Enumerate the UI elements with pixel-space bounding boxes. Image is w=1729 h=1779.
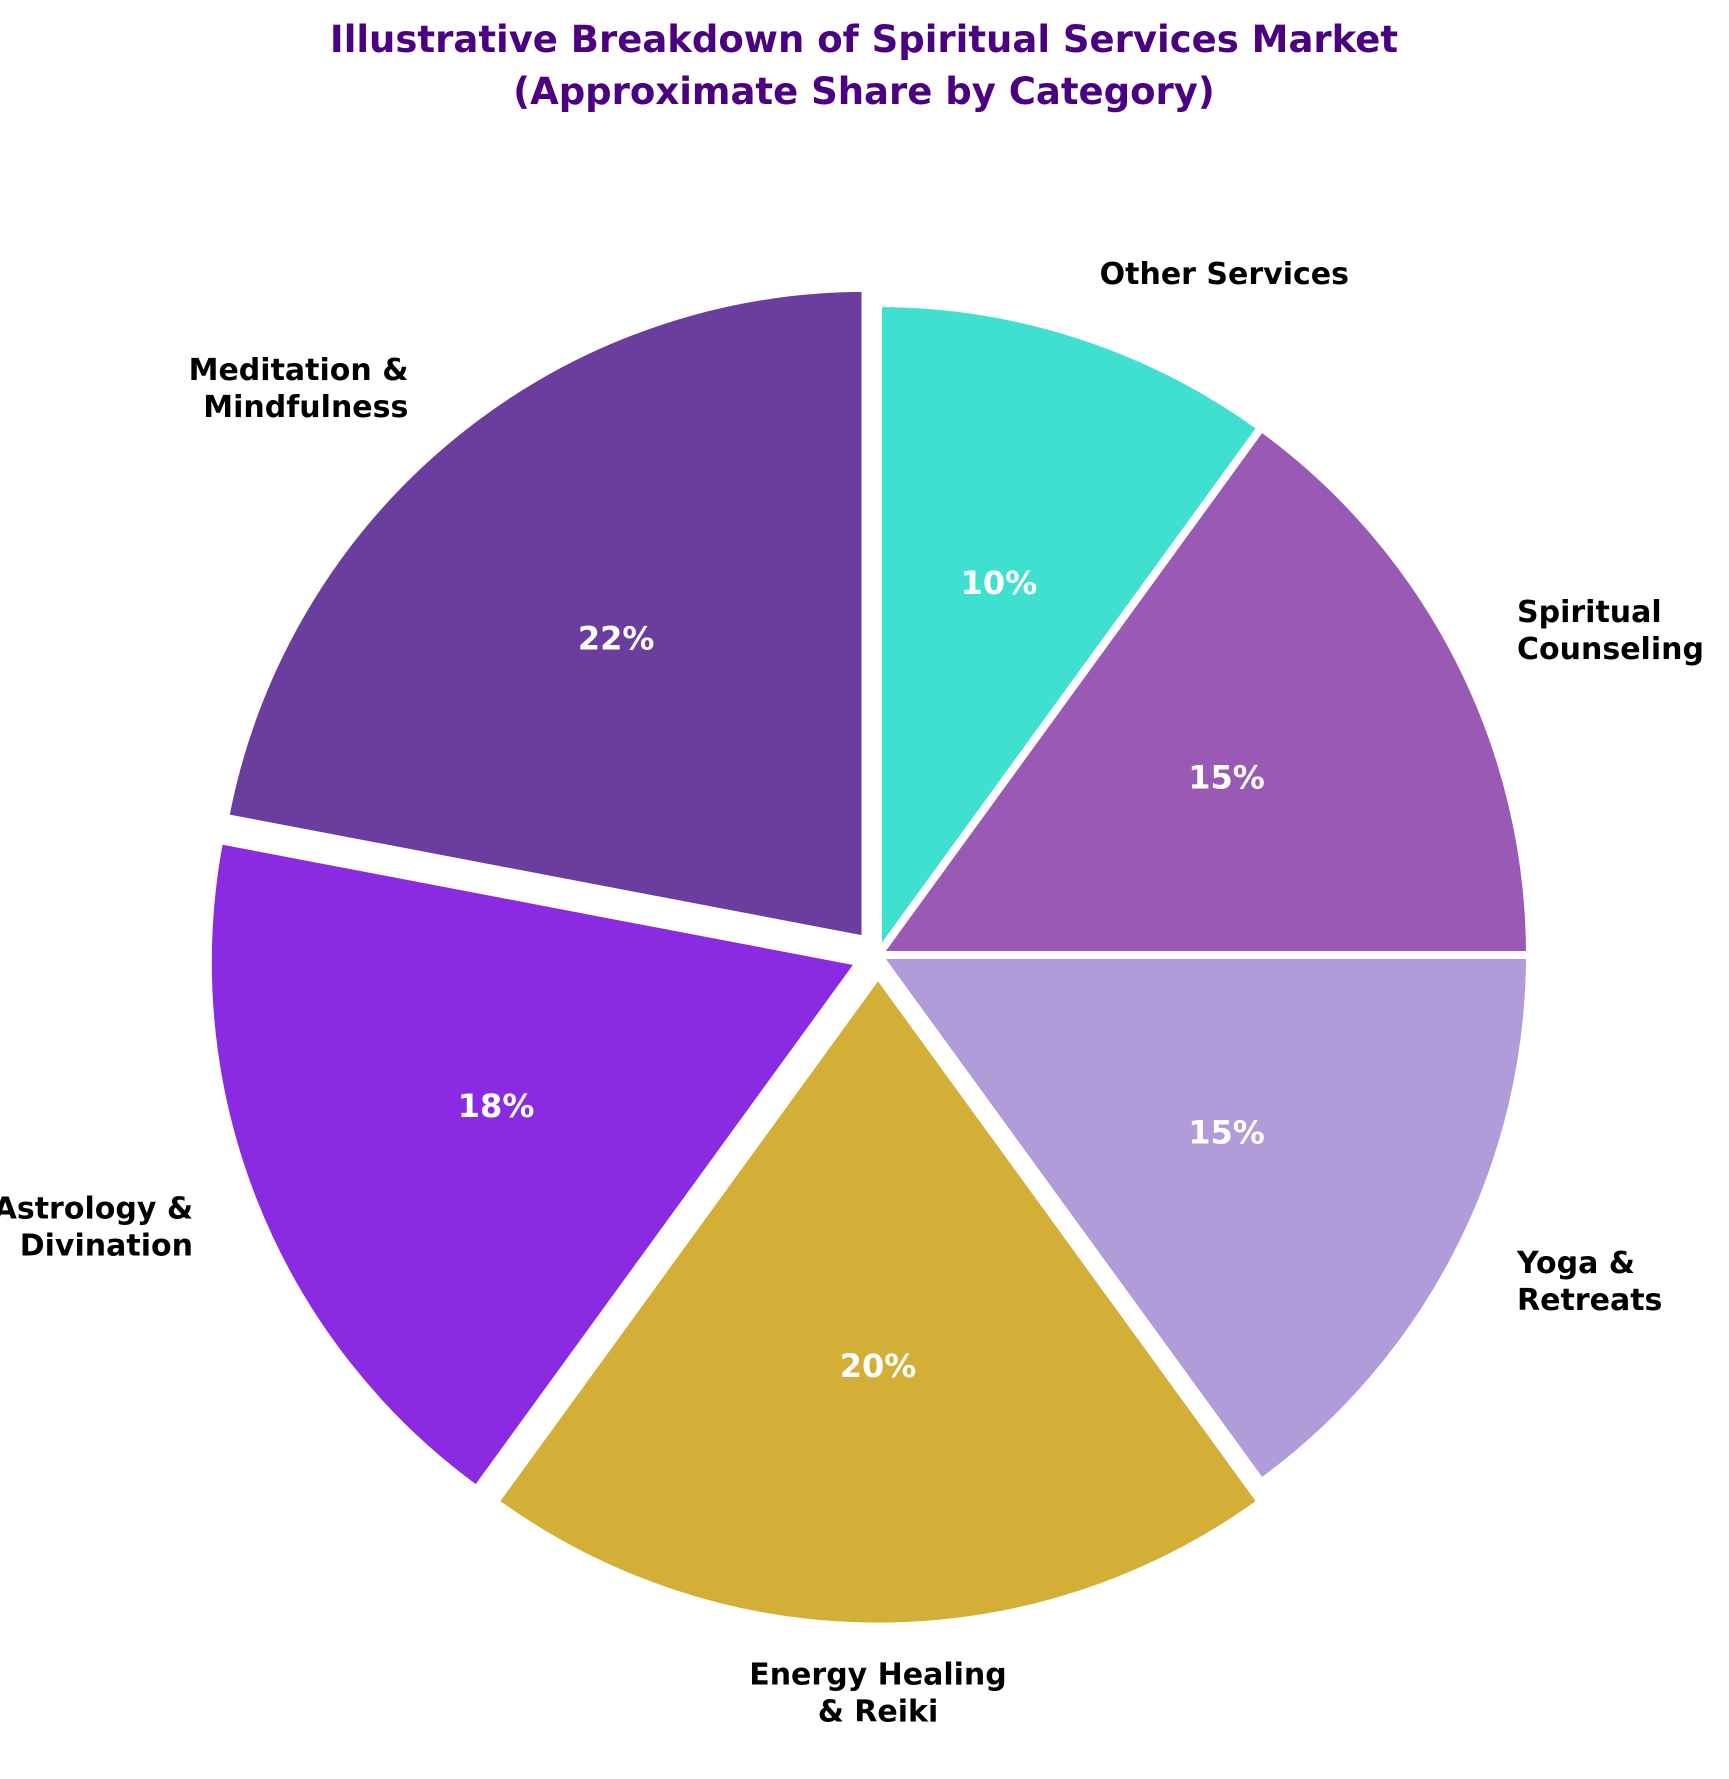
slice-percent-label: 15% [1188,758,1265,796]
percent-labels: 10% 15% 15% 20% 18% 22% [458,564,1265,1385]
slice-category-label: Yoga & Retreats [1516,1246,1662,1318]
slice-category-label-line: Spiritual [1517,595,1662,630]
category-labels: Other Services Spiritual Counseling Yoga & R… [0,257,1704,1729]
slice-percent-label: 10% [961,564,1038,602]
slice-category-label: Spiritual Counseling [1517,595,1704,667]
slice-percent-label: 20% [840,1347,917,1385]
slice-category-label-line: Counseling [1517,632,1704,667]
pie-slice [870,421,1535,959]
slice-category-label: Other Services [1100,257,1349,292]
slice-category-label-line: Yoga & [1516,1246,1635,1281]
slice-percent-label: 22% [578,620,655,658]
slice-category-label: Energy Healing & Reiki [749,1657,1007,1729]
pie-slice [220,283,870,945]
chart-title: Illustrative Breakdown of Spiritual Serv… [330,18,1398,61]
slice-category-label-line: & Reiki [818,1694,939,1729]
pie-slices [203,283,1535,1631]
slice-category-label: Meditation & Mindfulness [189,353,409,425]
slice-category-label-line: Retreats [1517,1283,1662,1318]
slice-percent-label: 18% [458,1087,535,1125]
slice-percent-label: 15% [1188,1114,1265,1152]
slice-category-label-line: Divination [20,1229,193,1264]
slice-category-label-line: Other Services [1100,257,1349,292]
slice-category-label: Astrology & Divination [0,1192,193,1264]
pie-slice [870,951,1535,1489]
slice-category-label-line: Meditation & [189,353,409,388]
pie-slice [203,835,867,1496]
slice-category-label-line: Mindfulness [203,390,408,425]
chart-subtitle: (Approximate Share by Category) [513,70,1215,113]
slice-category-label-line: Energy Healing [749,1657,1007,1692]
pie-slice [489,967,1267,1631]
slice-category-label-line: Astrology & [0,1192,193,1227]
pie-slice [874,298,1267,968]
